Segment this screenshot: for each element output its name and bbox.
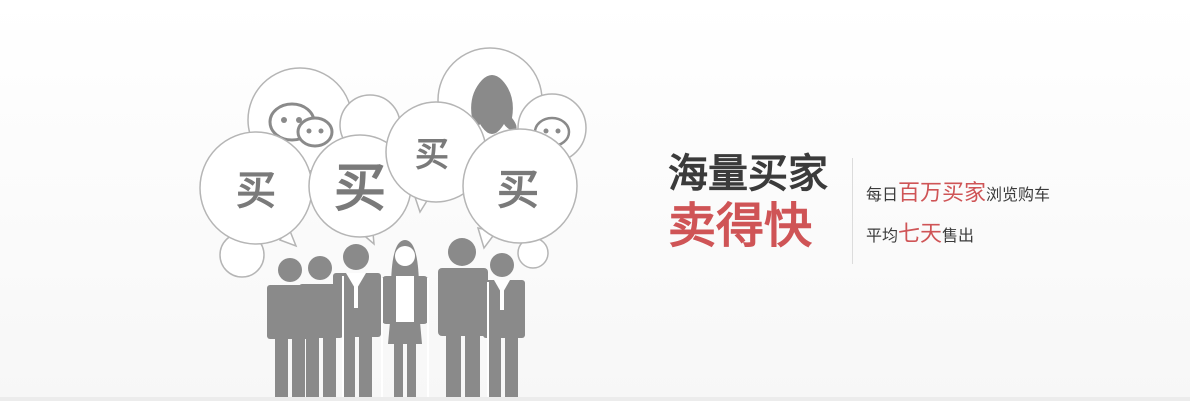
tagline2-highlight: 七天 xyxy=(898,222,943,247)
headline-line2: 卖得快 xyxy=(668,198,813,254)
speech-bubble-4: 买 xyxy=(462,128,578,250)
tagline2-suffix: 售出 xyxy=(942,226,975,245)
tagline-sold-in-days: 平均七天售出 xyxy=(866,216,974,248)
headline-line1: 海量买家 xyxy=(668,151,828,197)
tagline-daily-buyers: 每日百万买家浏览购车 xyxy=(866,175,1050,207)
bubble-4-label: 买 xyxy=(497,165,539,214)
speech-bubble-3: 买 xyxy=(385,101,487,214)
people-group xyxy=(267,238,525,397)
tagline1-highlight: 百万买家 xyxy=(898,181,987,206)
bubble-2-label: 买 xyxy=(334,159,386,219)
person-figure-woman xyxy=(382,240,428,397)
divider xyxy=(852,158,853,264)
speech-bubble-1: 买 xyxy=(199,131,313,248)
tagline1-suffix: 浏览购车 xyxy=(986,185,1051,204)
person-figure-tie xyxy=(483,253,525,397)
tagline1-prefix: 每日 xyxy=(866,185,899,204)
person-figure-tie xyxy=(333,244,381,397)
speech-bubble-2: 买 xyxy=(308,134,412,246)
person-figure xyxy=(299,256,343,397)
floor-line xyxy=(0,397,1190,401)
tagline2-prefix: 平均 xyxy=(866,226,899,245)
headline: 海量买家 卖得快 xyxy=(668,152,848,254)
bubble-3-label: 买 xyxy=(415,135,449,175)
person-figure xyxy=(438,238,488,397)
bubble-1-label: 买 xyxy=(236,168,276,214)
